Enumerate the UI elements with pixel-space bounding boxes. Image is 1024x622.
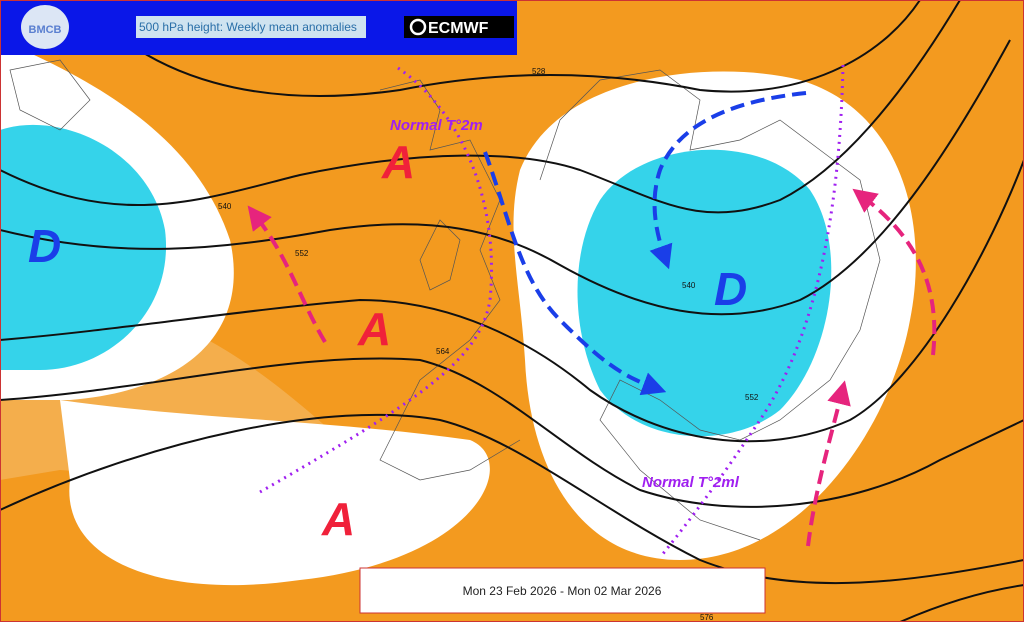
neutral-zone — [60, 400, 490, 586]
title-box — [136, 16, 366, 38]
negative-anomaly — [577, 149, 832, 437]
cold-arrow — [649, 91, 807, 270]
contour — [0, 39, 1011, 316]
coast — [9, 59, 91, 131]
warm-arrow — [852, 188, 937, 356]
pressure-center: A — [321, 493, 355, 545]
labels: D A A A D Normal T°2m Normal T°2ml 528 540 552 564… — [28, 67, 759, 622]
coast — [419, 219, 461, 291]
contour-label: 540 — [682, 281, 696, 290]
pressure-center: A — [381, 136, 415, 188]
date-range: Mon 23 Feb 2026 - Mon 02 Mar 2026 — [463, 584, 662, 598]
brand-box — [404, 16, 514, 38]
contour — [0, 357, 1024, 508]
coast — [379, 79, 521, 481]
cold-arrow — [483, 151, 667, 396]
annotation: Normal T°2m — [390, 117, 483, 134]
contour — [79, 0, 921, 97]
contour — [0, 413, 1024, 585]
contour-label: 552 — [745, 393, 759, 402]
map-title: 500 hPa height: Weekly mean anomalies — [139, 20, 357, 34]
brand-icon — [409, 18, 427, 36]
logo-text: BMCB — [29, 24, 62, 36]
negative-anomaly — [0, 124, 167, 370]
pressure-center: A — [357, 303, 391, 355]
footer-box — [359, 567, 766, 614]
contour-label: 552 — [295, 249, 309, 258]
contour — [0, 159, 1024, 443]
annotation: Normal T°2ml — [642, 474, 740, 491]
contour-label: 576 — [700, 613, 714, 622]
pressure-center: D — [714, 263, 747, 315]
brand: ECMWF — [428, 20, 489, 37]
contour-label: 528 — [532, 67, 546, 76]
warm-arrow — [247, 205, 327, 344]
coast — [539, 69, 881, 541]
logo-badge — [21, 5, 69, 49]
contour — [0, 0, 961, 214]
flow-arrows — [247, 91, 937, 547]
pressure-center: D — [28, 220, 61, 272]
contour-label: 564 — [436, 347, 450, 356]
contour — [899, 584, 1024, 622]
coastlines — [9, 59, 881, 541]
contour-label: 540 — [218, 202, 232, 211]
